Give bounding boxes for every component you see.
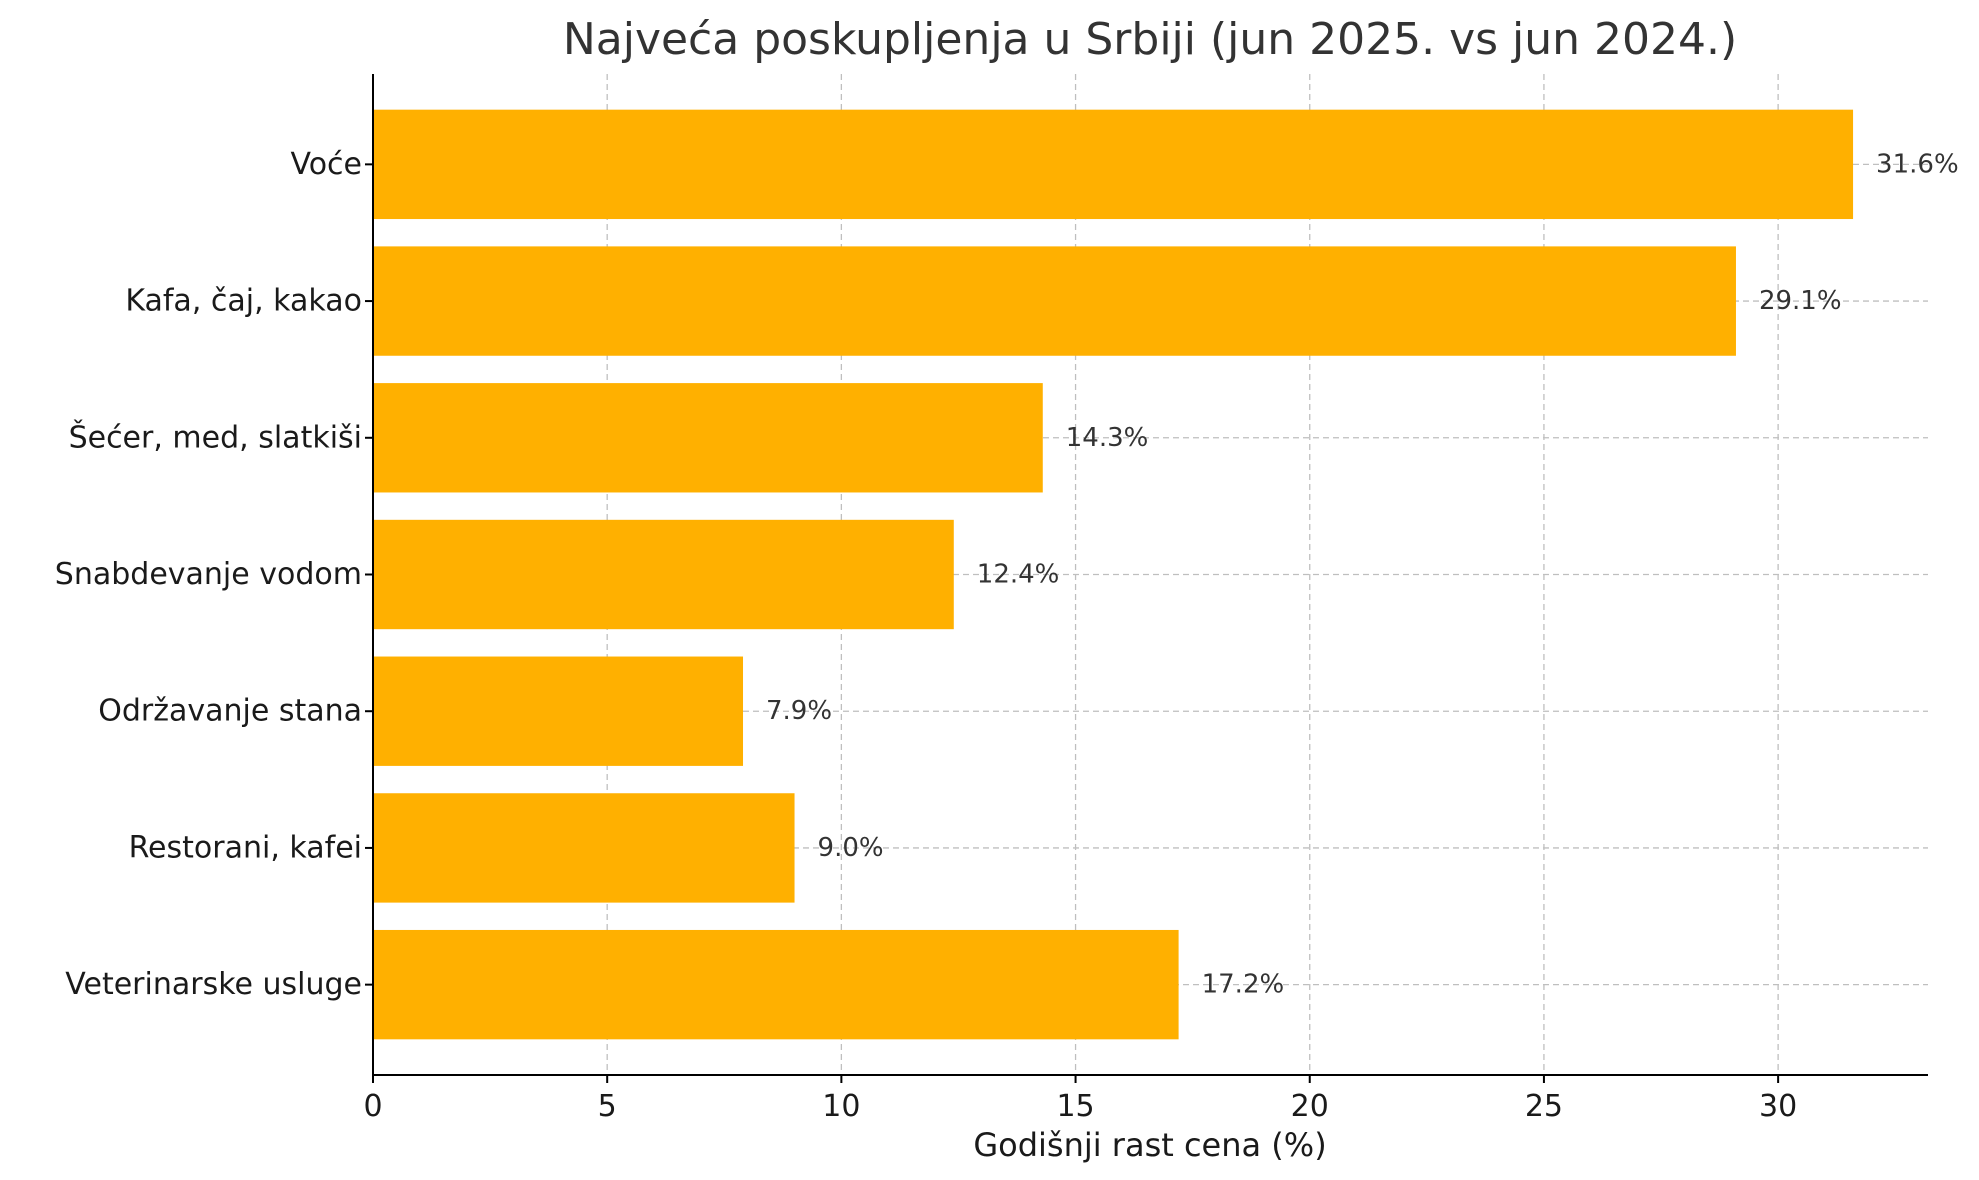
x-tick-label: 25 [1525,1089,1563,1124]
chart-title: Najveća poskupljenja u Srbiji (jun 2025.… [563,14,1737,65]
bar [373,246,1736,356]
category-label: Voće [291,147,363,182]
bar [373,656,744,766]
data-label: 29.1% [1759,286,1842,316]
x-tick-label: 5 [598,1089,617,1124]
bar [373,519,954,630]
data-label: 9.0% [818,833,884,863]
x-tick-label: 0 [363,1089,382,1124]
category-label: Snabdevanje vodom [55,557,362,592]
category-label: Veterinarske usluge [65,967,362,1002]
x-axis-label: Godišnji rast cena (%) [973,1126,1326,1164]
category-label: Šećer, med, slatkiši [69,418,362,455]
axes-layer [365,74,1928,1083]
category-label: Kafa, čaj, kakao [125,284,362,319]
bars-layer [373,109,1854,1040]
data-label: 7.9% [766,696,832,726]
x-tick-label: 30 [1759,1089,1797,1124]
x-tick-label: 15 [1056,1089,1094,1124]
category-label: Održavanje stana [98,694,362,729]
data-label: 12.4% [977,560,1060,590]
x-tick-label: 10 [822,1089,860,1124]
bar [373,793,795,903]
bar [373,929,1179,1040]
data-label: 31.6% [1876,149,1959,179]
data-label: 14.3% [1066,423,1149,453]
bar [373,109,1854,220]
category-label: Restorani, kafei [129,830,362,865]
data-label: 17.2% [1202,970,1285,1000]
bar [373,383,1043,493]
x-tick-label: 20 [1291,1089,1329,1124]
labels-layer: 0 5 10 15 20 25 30 Voće 31.6% Kafa, čaj, kakao 29.… [55,147,1959,1124]
